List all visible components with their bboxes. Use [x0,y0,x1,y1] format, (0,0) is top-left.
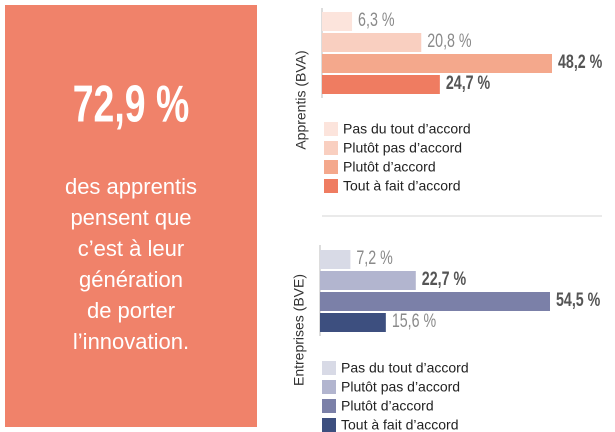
value-label: 24,7 % [446,72,490,93]
legend-label: Plutôt d’accord [343,159,436,175]
bar [322,33,422,52]
bar [320,250,351,269]
bar [320,292,550,311]
callout-figure: 72,9 % [73,75,190,134]
legend-swatch [322,380,336,394]
callout-text: de porter [87,298,175,323]
bar [322,75,440,94]
bar [320,271,416,290]
value-label: 54,5 % [556,289,600,310]
bar [322,54,552,73]
legend-swatch [324,122,338,136]
callout-text: pensent que [70,205,191,230]
legend-swatch [322,418,336,432]
legend-label: Plutôt pas d’accord [343,140,462,156]
bar [320,313,386,332]
legend-label: Pas du tout d’accord [341,360,469,376]
legend-label: Tout à fait d’accord [343,178,461,194]
callout-text: c’est à leur [78,236,184,261]
legend-swatch [322,399,336,413]
callout-text: des apprentis [65,174,197,199]
legend-swatch [324,160,338,174]
bar [322,12,353,31]
value-label: 48,2 % [558,51,602,72]
value-label: 7,2 % [356,247,392,268]
legend-swatch [324,141,338,155]
legend-swatch [322,361,336,375]
legend-label: Plutôt pas d’accord [341,379,460,395]
axis-label: Entreprises (BVE) [291,274,307,386]
value-label: 15,6 % [392,310,436,331]
callout-text: l’innovation. [73,329,189,354]
callout-box [5,5,257,427]
value-label: 6,3 % [358,9,394,30]
legend-label: Tout à fait d’accord [341,417,459,432]
legend-label: Pas du tout d’accord [343,121,471,137]
legend-label: Plutôt d’accord [341,398,434,414]
callout-text: génération [79,267,183,292]
legend-swatch [324,179,338,193]
axis-label: Apprentis (BVA) [293,50,309,149]
value-label: 22,7 % [422,268,466,289]
value-label: 20,8 % [427,30,471,51]
